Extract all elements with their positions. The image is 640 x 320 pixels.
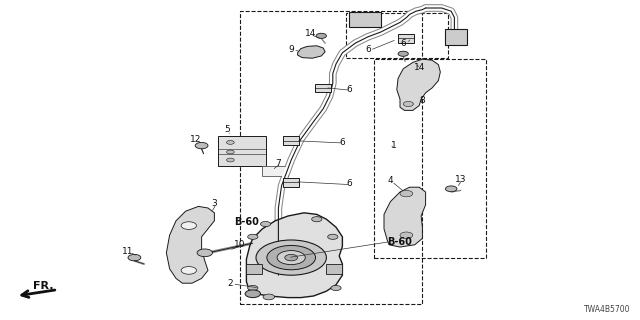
Bar bbox=[445, 29, 467, 45]
Circle shape bbox=[227, 150, 234, 154]
Bar bbox=[349, 12, 381, 27]
Text: 6: 6 bbox=[365, 45, 371, 54]
Circle shape bbox=[181, 222, 196, 229]
Circle shape bbox=[400, 232, 413, 238]
Circle shape bbox=[403, 101, 413, 107]
Circle shape bbox=[128, 254, 141, 261]
Polygon shape bbox=[315, 84, 332, 92]
Bar bbox=[246, 264, 262, 274]
Polygon shape bbox=[384, 187, 426, 247]
Text: 2: 2 bbox=[228, 279, 233, 288]
Polygon shape bbox=[283, 136, 300, 145]
Circle shape bbox=[263, 294, 275, 300]
Bar bbox=[218, 136, 266, 166]
Circle shape bbox=[331, 285, 341, 291]
Polygon shape bbox=[246, 213, 342, 298]
Text: 7: 7 bbox=[276, 159, 281, 168]
Circle shape bbox=[445, 186, 457, 192]
Circle shape bbox=[181, 267, 196, 274]
Bar bbox=[240, 11, 422, 304]
Bar bbox=[262, 166, 288, 176]
Text: 13: 13 bbox=[455, 175, 467, 184]
Circle shape bbox=[267, 245, 316, 270]
Bar bbox=[346, 13, 448, 58]
Text: 6: 6 bbox=[401, 39, 406, 48]
Text: 4: 4 bbox=[388, 176, 393, 185]
Text: 14: 14 bbox=[413, 63, 425, 72]
Text: B-60: B-60 bbox=[388, 236, 412, 247]
Circle shape bbox=[256, 240, 326, 275]
Text: 10: 10 bbox=[234, 240, 246, 249]
Text: 8: 8 bbox=[420, 96, 425, 105]
Text: B-60: B-60 bbox=[234, 217, 259, 228]
Circle shape bbox=[197, 249, 212, 257]
Text: TWA4B5700: TWA4B5700 bbox=[584, 305, 630, 314]
Polygon shape bbox=[298, 46, 325, 58]
Polygon shape bbox=[397, 59, 440, 110]
Circle shape bbox=[245, 290, 260, 298]
Text: 11: 11 bbox=[122, 247, 134, 256]
Circle shape bbox=[398, 51, 408, 56]
Text: 6: 6 bbox=[346, 180, 351, 188]
Text: FR.: FR. bbox=[33, 281, 54, 291]
Circle shape bbox=[227, 140, 234, 144]
Circle shape bbox=[248, 234, 258, 239]
Text: 6: 6 bbox=[340, 138, 345, 147]
Text: 12: 12 bbox=[189, 135, 201, 144]
Circle shape bbox=[195, 142, 208, 149]
Polygon shape bbox=[398, 34, 415, 43]
Text: 5: 5 bbox=[225, 125, 230, 134]
Circle shape bbox=[227, 158, 234, 162]
Text: 14: 14 bbox=[305, 29, 316, 38]
Circle shape bbox=[312, 217, 322, 222]
Bar bbox=[374, 59, 486, 258]
Circle shape bbox=[400, 190, 413, 197]
Circle shape bbox=[328, 234, 338, 239]
Circle shape bbox=[316, 33, 326, 38]
Text: 9: 9 bbox=[289, 45, 294, 54]
Bar bbox=[326, 264, 342, 274]
Polygon shape bbox=[283, 178, 300, 187]
Circle shape bbox=[277, 251, 305, 265]
Circle shape bbox=[248, 285, 258, 291]
Circle shape bbox=[285, 254, 298, 261]
Text: 1: 1 bbox=[391, 141, 396, 150]
Text: 6: 6 bbox=[346, 85, 351, 94]
Circle shape bbox=[260, 221, 271, 227]
Polygon shape bbox=[166, 206, 214, 283]
Text: 3: 3 bbox=[212, 199, 217, 208]
